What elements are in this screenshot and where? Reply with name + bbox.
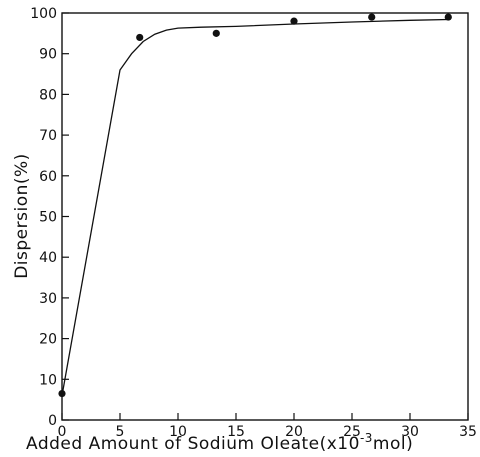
data-point	[136, 33, 144, 42]
data-point	[290, 17, 298, 25]
data-points	[58, 13, 452, 398]
x-axis-label-exponent: -3	[360, 431, 373, 445]
y-tick-label: 60	[39, 169, 57, 185]
plot-frame	[61, 12, 469, 421]
y-tick-label: 40	[39, 250, 57, 266]
x-axis: 0 5 10 15 20 25 30 35	[58, 413, 477, 440]
x-tick-label: 10	[169, 424, 187, 440]
data-point	[58, 389, 66, 398]
y-tick-label: 0	[48, 413, 57, 429]
data-point	[212, 29, 220, 37]
data-point	[444, 13, 452, 21]
x-tick-label: 20	[285, 424, 303, 440]
x-axis-label-prefix: Added Amount of Sodium Oleate(x10	[26, 434, 360, 454]
y-axis-label: Dispersion(%)	[12, 153, 32, 279]
x-tick-label: 5	[116, 424, 125, 440]
fit-curve	[61, 18, 449, 396]
y-tick-label: 80	[39, 87, 57, 103]
y-tick-label: 100	[30, 6, 57, 22]
x-tick-label: 0	[58, 424, 67, 440]
x-axis-label: Added Amount of Sodium Oleate(x10-3mol)	[26, 431, 413, 454]
y-tick-label: 50	[39, 210, 57, 226]
y-tick-label: 10	[39, 372, 57, 388]
y-axis: 0 10 20 30 40 50 60 70 80 90 100	[30, 6, 69, 429]
y-tick-label: 20	[39, 332, 57, 348]
x-axis-label-suffix: mol)	[373, 434, 413, 454]
x-tick-label: 35	[459, 424, 477, 440]
y-tick-label: 30	[39, 291, 57, 307]
data-point	[368, 13, 376, 21]
x-tick-label: 25	[343, 424, 361, 440]
x-tick-label: 30	[401, 424, 419, 440]
y-tick-label: 90	[39, 47, 57, 63]
x-tick-label: 15	[227, 424, 245, 440]
y-tick-label: 70	[39, 128, 57, 144]
